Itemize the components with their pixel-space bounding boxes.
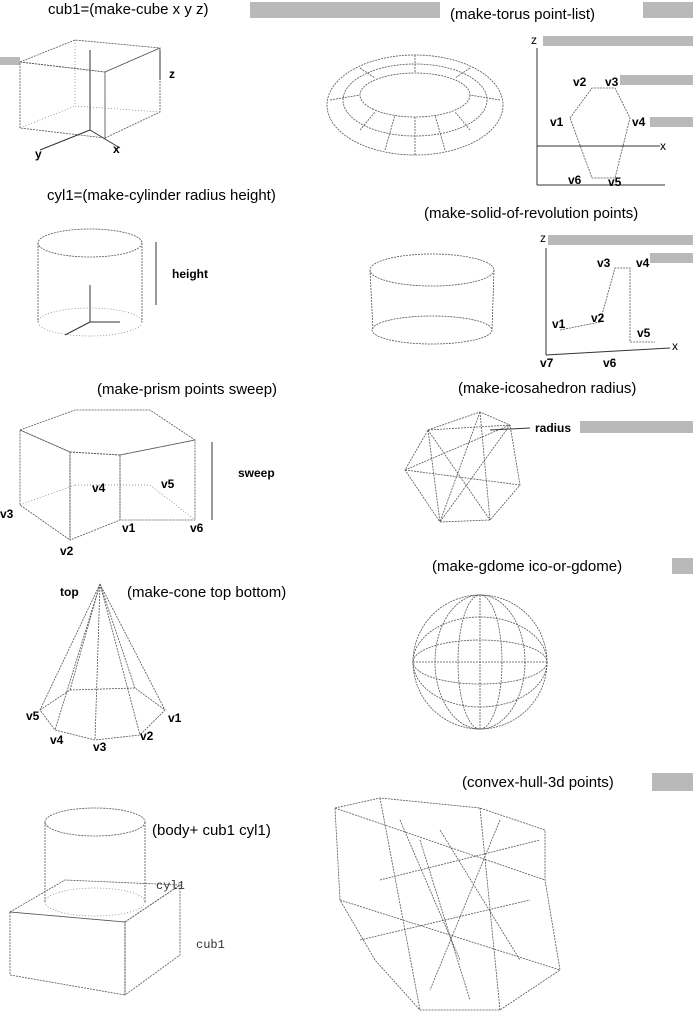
torus-axis-z: z — [531, 33, 537, 47]
prism-v4: v4 — [92, 481, 106, 495]
revolution-axis-z: z — [540, 231, 546, 245]
prism-v1: v1 — [122, 521, 136, 535]
torus-axis-x: x — [660, 139, 666, 153]
torus-v4: v4 — [632, 115, 646, 129]
revolution-wireframe — [369, 253, 495, 345]
prism-title: (make-prism points sweep) — [97, 381, 278, 398]
gray-bar — [650, 253, 693, 263]
gray-bar — [543, 36, 693, 46]
torus-v1: v1 — [550, 115, 564, 129]
cube-axis-x: x — [113, 142, 120, 156]
cylinder-title: cyl1=(make-cylinder radius height) — [47, 187, 276, 204]
gdome-title: (make-gdome ico-or-gdome) — [432, 558, 623, 575]
icosahedron-title: (make-icosahedron radius) — [458, 380, 637, 397]
gray-bar — [652, 773, 693, 791]
body-title: (body+ cub1 cyl1) — [152, 822, 271, 839]
gray-bar — [250, 2, 440, 18]
prism-sweep-label: sweep — [238, 466, 275, 480]
prism-v5: v5 — [161, 477, 175, 491]
cylinder-wireframe — [37, 228, 157, 337]
icosahedron-wireframe — [404, 411, 531, 523]
cube-axis-y: y — [35, 147, 42, 161]
torus-profile — [536, 48, 665, 186]
revolution-v3: v3 — [597, 256, 611, 270]
cone-v5: v5 — [26, 709, 40, 723]
gray-bar — [0, 57, 20, 65]
body-wireframe — [8, 807, 182, 996]
torus-wireframe — [326, 54, 504, 156]
gray-bar — [672, 558, 693, 574]
prism-v2: v2 — [60, 544, 74, 558]
prism-wireframe — [18, 409, 213, 541]
torus-v3: v3 — [605, 75, 619, 89]
prism-v6: v6 — [190, 521, 204, 535]
torus-v6: v6 — [568, 173, 582, 187]
cone-top-label: top — [60, 585, 79, 599]
revolution-title: (make-solid-of-revolution points) — [424, 205, 639, 222]
gray-bar — [650, 117, 693, 127]
torus-title: (make-torus point-list) — [450, 6, 596, 23]
torus-v2: v2 — [573, 75, 587, 89]
cone-v1: v1 — [168, 711, 182, 725]
body-cub1-label: cub1 — [196, 938, 225, 952]
gray-bar — [580, 421, 693, 433]
cone-title: (make-cone top bottom) — [127, 584, 287, 601]
cone-v2: v2 — [140, 729, 154, 743]
revolution-v4: v4 — [636, 256, 650, 270]
cube-title: cub1=(make-cube x y z) — [48, 1, 209, 18]
gray-bar — [643, 2, 693, 18]
torus-v5: v5 — [608, 175, 622, 189]
cone-wireframe — [39, 583, 166, 741]
hull-title: (convex-hull-3d points) — [462, 774, 614, 791]
cone-v4: v4 — [50, 733, 64, 747]
cone-v3: v3 — [93, 740, 107, 754]
gray-bar — [548, 235, 693, 245]
revolution-v2: v2 — [591, 311, 605, 325]
prism-v3: v3 — [0, 507, 14, 521]
cube-wireframe — [19, 39, 161, 151]
revolution-v6: v6 — [603, 356, 617, 370]
body-cyl1-label: cyl1 — [156, 879, 185, 893]
revolution-axis-x: x — [672, 339, 678, 353]
revolution-v5: v5 — [637, 326, 651, 340]
gdome-wireframe — [412, 594, 548, 730]
convex-hull-wireframe — [334, 797, 561, 1011]
revolution-v1: v1 — [552, 317, 566, 331]
revolution-v7: v7 — [540, 356, 554, 370]
cylinder-height-label: height — [172, 267, 208, 281]
gray-bar — [620, 75, 693, 85]
icosahedron-radius-label: radius — [535, 421, 572, 435]
revolution-profile — [545, 248, 671, 356]
cube-axis-z: z — [169, 67, 175, 81]
